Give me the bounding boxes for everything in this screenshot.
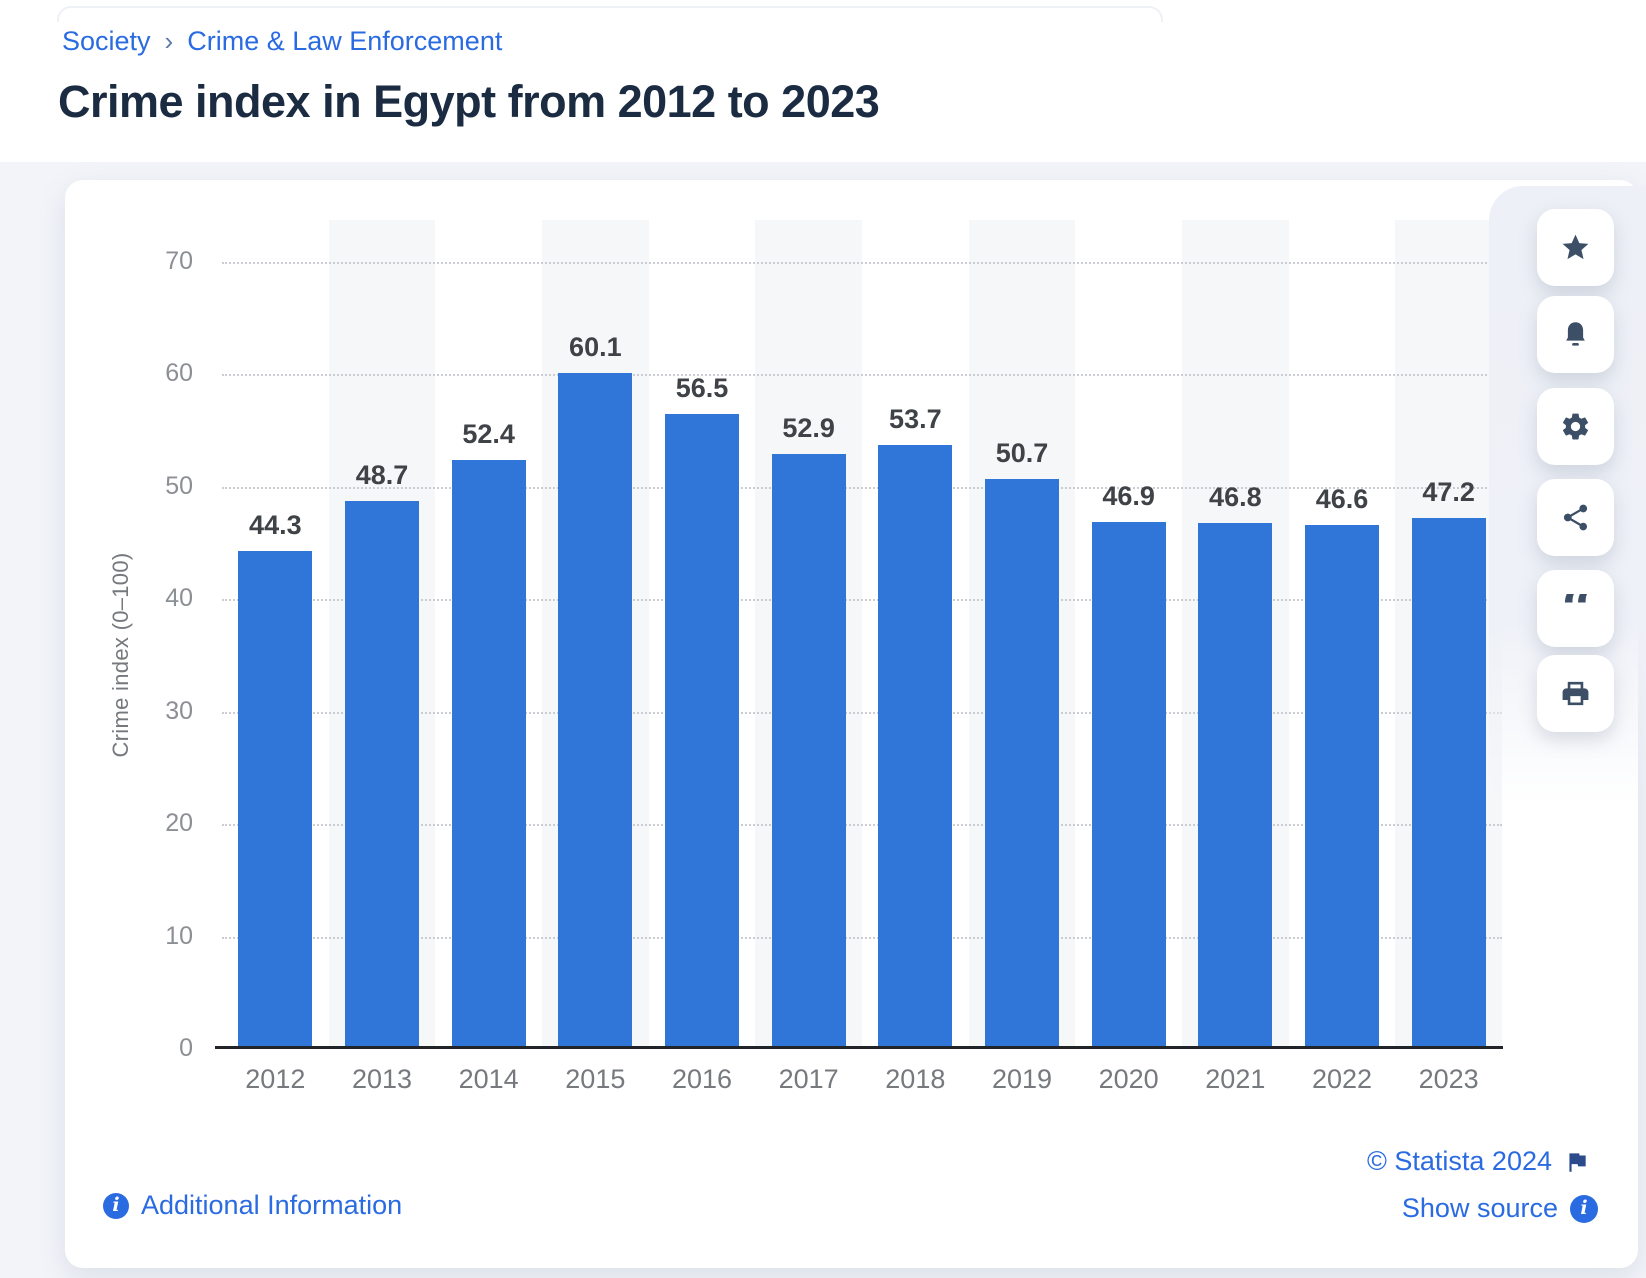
- x-tick-2012: 2012: [245, 1064, 306, 1094]
- x-tick-2014: 2014: [458, 1064, 519, 1094]
- additional-information-label: Additional Information: [141, 1190, 403, 1220]
- bar-2013[interactable]: [345, 501, 419, 1049]
- bell-icon: [1566, 322, 1585, 346]
- cite-button[interactable]: “: [1537, 570, 1614, 647]
- breadcrumb-link-crime-law-enforcement[interactable]: Crime & Law Enforcement: [187, 26, 503, 56]
- y-tick-10: 10: [165, 921, 193, 950]
- breadcrumb: Society › Crime & Law Enforcement: [62, 26, 502, 57]
- info-icon: i: [103, 1192, 129, 1219]
- copyright-link[interactable]: © Statista 2024: [1367, 1146, 1590, 1177]
- x-tick-2020: 2020: [1098, 1064, 1159, 1094]
- gridline-50: [222, 486, 1502, 489]
- value-label-2019: 50.7: [995, 437, 1049, 468]
- y-tick-50: 50: [165, 471, 193, 500]
- value-label-2023: 47.2: [1422, 477, 1475, 508]
- gear-icon: [1562, 413, 1589, 440]
- breadcrumb-link-society[interactable]: Society: [62, 26, 151, 56]
- gridline-60: [222, 374, 1502, 377]
- y-tick-30: 30: [165, 696, 193, 725]
- x-tick-2018: 2018: [885, 1064, 946, 1094]
- bar-2015[interactable]: [558, 373, 633, 1049]
- flag-icon[interactable]: [1564, 1149, 1590, 1175]
- copyright-label: © Statista 2024: [1366, 1146, 1552, 1176]
- share-icon: [1563, 504, 1588, 531]
- bar-2016[interactable]: [665, 413, 739, 1049]
- value-label-2022: 46.6: [1315, 484, 1369, 515]
- y-tick-20: 20: [165, 809, 193, 838]
- y-tick-40: 40: [165, 584, 193, 613]
- bar-2014[interactable]: [451, 459, 526, 1049]
- value-label-2018: 53.7: [889, 404, 942, 435]
- info-icon: i: [1570, 1194, 1598, 1223]
- x-tick-2022: 2022: [1311, 1064, 1373, 1094]
- y-axis-title: Crime index (0–100): [108, 552, 133, 758]
- x-tick-2015: 2015: [565, 1064, 626, 1094]
- x-tick-2016: 2016: [671, 1064, 733, 1094]
- bar-2023[interactable]: [1411, 518, 1486, 1049]
- show-source-link[interactable]: Show source i: [1402, 1193, 1598, 1224]
- chart-card: Crime index (0–100) 0 10 20 30 40 50 60 70 44.3 2…: [65, 180, 1638, 1268]
- gridline-40: [222, 599, 1502, 602]
- bar-2022[interactable]: [1305, 525, 1379, 1049]
- additional-information-link[interactable]: i Additional Information: [103, 1190, 402, 1221]
- y-tick-70: 70: [165, 247, 193, 275]
- gridline-20: [222, 824, 1502, 827]
- favorite-button[interactable]: [1537, 209, 1614, 286]
- printer-icon: [1562, 681, 1589, 706]
- x-axis-baseline: [215, 1046, 1503, 1049]
- bar-2017[interactable]: [771, 454, 846, 1049]
- y-tick-0: 0: [179, 1034, 193, 1062]
- value-label-2012: 44.3: [249, 509, 302, 540]
- breadcrumb-separator: ›: [164, 26, 174, 56]
- x-tick-2023: 2023: [1418, 1064, 1479, 1094]
- x-tick-2019: 2019: [991, 1064, 1053, 1094]
- gridline-70: [222, 262, 1502, 264]
- value-label-2013: 48.7: [355, 460, 409, 491]
- bar-chart: Crime index (0–100) 0 10 20 30 40 50 60 70 44.3 2…: [65, 180, 1638, 1268]
- gridline-10: [222, 936, 1502, 939]
- show-source-label: Show source: [1401, 1193, 1558, 1223]
- value-label-2014: 52.4: [462, 418, 515, 449]
- bar-2012[interactable]: [238, 550, 313, 1049]
- x-tick-2021: 2021: [1205, 1064, 1266, 1094]
- page-title: Crime index in Egypt from 2012 to 2023: [58, 76, 880, 127]
- y-tick-60: 60: [165, 359, 193, 388]
- settings-button[interactable]: [1537, 388, 1614, 465]
- share-button[interactable]: [1537, 479, 1614, 556]
- x-tick-2017: 2017: [778, 1064, 839, 1094]
- value-label-2021: 46.8: [1209, 481, 1262, 512]
- x-tick-2013: 2013: [351, 1064, 413, 1094]
- gridline-30: [222, 711, 1502, 714]
- star-icon: [1562, 234, 1589, 260]
- quote-icon: “: [1561, 594, 1590, 624]
- cropped-card-edge: [57, 6, 1163, 22]
- alert-button[interactable]: [1537, 296, 1614, 373]
- value-label-2020: 46.9: [1102, 480, 1155, 511]
- bar-2018[interactable]: [878, 445, 953, 1049]
- bar-2020[interactable]: [1091, 521, 1166, 1049]
- value-label-2016: 56.5: [675, 372, 729, 403]
- print-button[interactable]: [1537, 655, 1614, 732]
- bar-2021[interactable]: [1198, 522, 1273, 1049]
- value-label-2017: 52.9: [782, 413, 835, 444]
- value-label-2015: 60.1: [569, 332, 622, 363]
- bar-2019[interactable]: [985, 478, 1059, 1049]
